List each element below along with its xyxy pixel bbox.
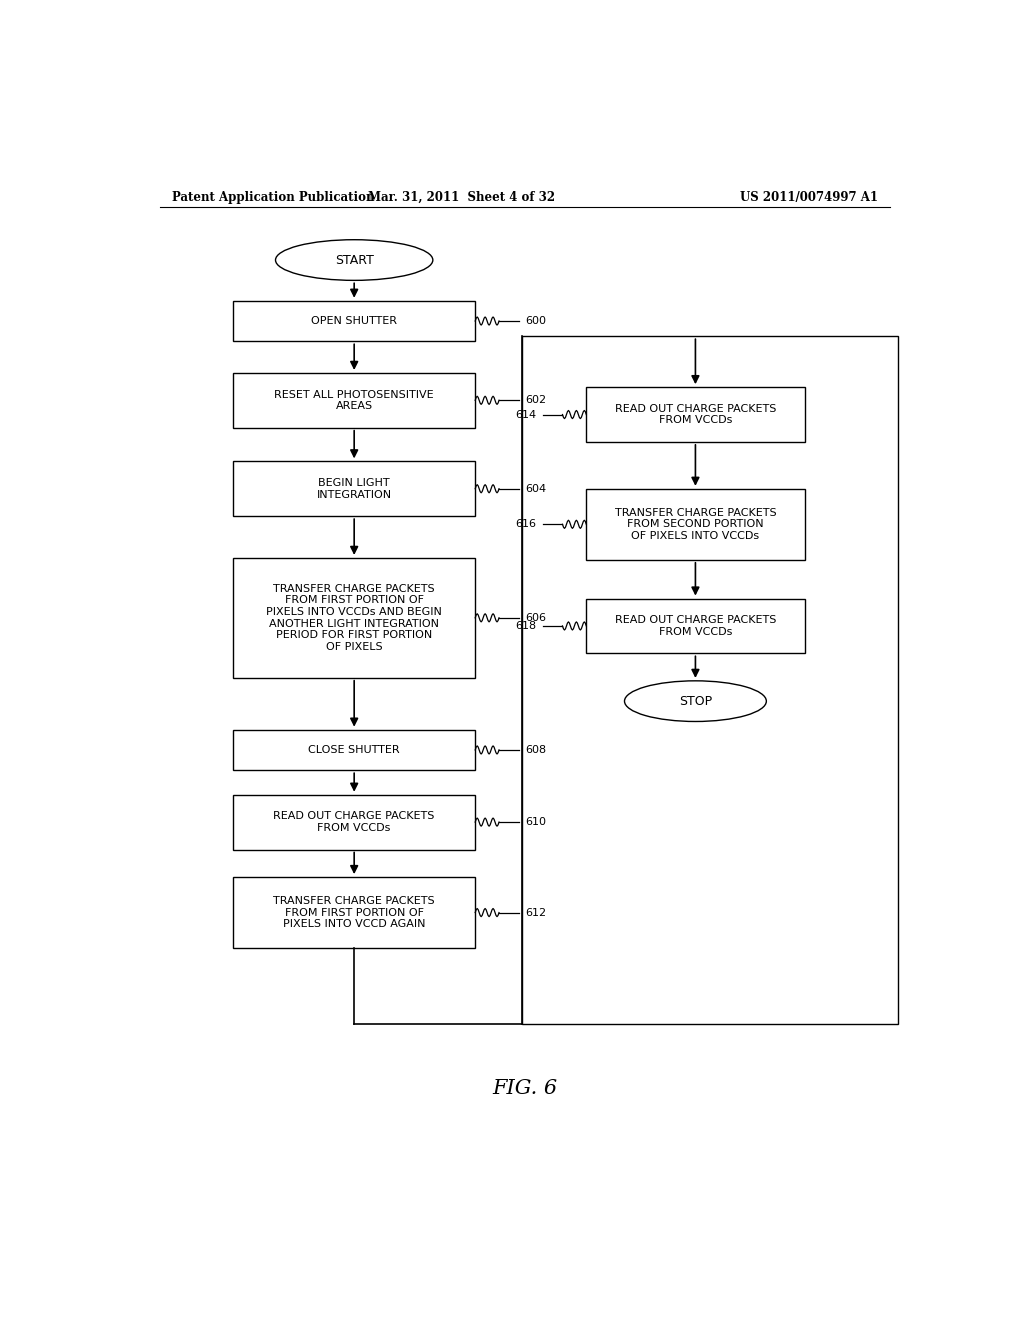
Text: 602: 602 [525,395,547,405]
Text: 608: 608 [525,744,547,755]
Text: 600: 600 [525,315,546,326]
Text: OPEN SHUTTER: OPEN SHUTTER [311,315,397,326]
Text: START: START [335,253,374,267]
Text: US 2011/0074997 A1: US 2011/0074997 A1 [740,190,878,203]
Text: 618: 618 [515,620,537,631]
Text: TRANSFER CHARGE PACKETS
FROM FIRST PORTION OF
PIXELS INTO VCCDs AND BEGIN
ANOTHE: TRANSFER CHARGE PACKETS FROM FIRST PORTI… [266,583,442,652]
Text: STOP: STOP [679,694,712,708]
FancyBboxPatch shape [233,795,475,850]
FancyBboxPatch shape [587,387,805,442]
Text: READ OUT CHARGE PACKETS
FROM VCCDs: READ OUT CHARGE PACKETS FROM VCCDs [614,615,776,636]
Text: CLOSE SHUTTER: CLOSE SHUTTER [308,744,400,755]
Text: FIG. 6: FIG. 6 [493,1078,557,1098]
FancyBboxPatch shape [233,558,475,677]
Text: Mar. 31, 2011  Sheet 4 of 32: Mar. 31, 2011 Sheet 4 of 32 [368,190,555,203]
FancyBboxPatch shape [587,598,805,653]
Text: TRANSFER CHARGE PACKETS
FROM FIRST PORTION OF
PIXELS INTO VCCD AGAIN: TRANSFER CHARGE PACKETS FROM FIRST PORTI… [273,896,435,929]
FancyBboxPatch shape [233,730,475,771]
Ellipse shape [275,240,433,280]
Text: Patent Application Publication: Patent Application Publication [172,190,374,203]
FancyBboxPatch shape [233,301,475,342]
FancyBboxPatch shape [233,372,475,428]
Text: BEGIN LIGHT
INTEGRATION: BEGIN LIGHT INTEGRATION [316,478,392,499]
Text: TRANSFER CHARGE PACKETS
FROM SECOND PORTION
OF PIXELS INTO VCCDs: TRANSFER CHARGE PACKETS FROM SECOND PORT… [614,508,776,541]
Text: 616: 616 [515,519,537,529]
Ellipse shape [625,681,766,722]
FancyBboxPatch shape [587,488,805,560]
Text: 610: 610 [525,817,546,828]
Text: 612: 612 [525,908,547,917]
Text: READ OUT CHARGE PACKETS
FROM VCCDs: READ OUT CHARGE PACKETS FROM VCCDs [614,404,776,425]
Text: 604: 604 [525,483,547,494]
Text: 614: 614 [515,409,537,420]
FancyBboxPatch shape [233,461,475,516]
Text: RESET ALL PHOTOSENSITIVE
AREAS: RESET ALL PHOTOSENSITIVE AREAS [274,389,434,411]
FancyBboxPatch shape [233,876,475,948]
Text: 606: 606 [525,612,546,623]
Text: READ OUT CHARGE PACKETS
FROM VCCDs: READ OUT CHARGE PACKETS FROM VCCDs [273,812,435,833]
